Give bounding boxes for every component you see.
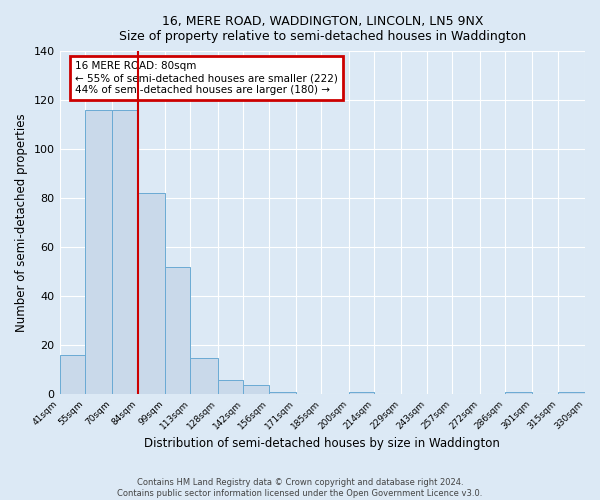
Bar xyxy=(243,384,269,394)
Bar xyxy=(349,392,374,394)
Bar xyxy=(59,356,85,395)
Bar xyxy=(269,392,296,394)
Title: 16, MERE ROAD, WADDINGTON, LINCOLN, LN5 9NX
Size of property relative to semi-de: 16, MERE ROAD, WADDINGTON, LINCOLN, LN5 … xyxy=(119,15,526,43)
Bar xyxy=(138,194,165,394)
Bar xyxy=(218,380,243,394)
Y-axis label: Number of semi-detached properties: Number of semi-detached properties xyxy=(15,114,28,332)
Bar xyxy=(190,358,218,395)
Text: Contains HM Land Registry data © Crown copyright and database right 2024.
Contai: Contains HM Land Registry data © Crown c… xyxy=(118,478,482,498)
Bar xyxy=(558,392,585,394)
Bar xyxy=(85,110,112,395)
Bar xyxy=(505,392,532,394)
X-axis label: Distribution of semi-detached houses by size in Waddington: Distribution of semi-detached houses by … xyxy=(145,437,500,450)
Text: 16 MERE ROAD: 80sqm
← 55% of semi-detached houses are smaller (222)
44% of semi-: 16 MERE ROAD: 80sqm ← 55% of semi-detach… xyxy=(76,62,338,94)
Bar xyxy=(165,267,190,394)
Bar xyxy=(112,110,138,395)
